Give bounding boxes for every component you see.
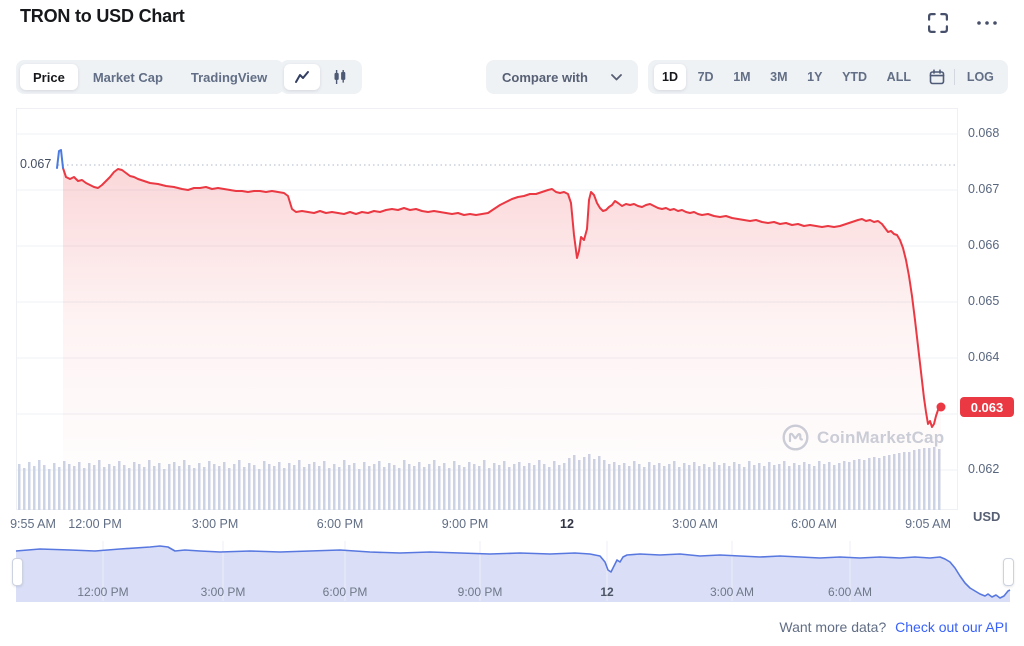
calendar-icon-button[interactable]	[923, 64, 951, 90]
more-menu-icon[interactable]	[976, 13, 1000, 33]
x-axis-label: 6:00 PM	[316, 517, 364, 531]
range-1m[interactable]: 1M	[733, 70, 751, 84]
y-axis-label: 0.068	[968, 126, 1000, 140]
navigator-axis-label: 12:00 PM	[77, 585, 129, 599]
divider	[954, 69, 956, 85]
x-axis-label: 12	[560, 517, 574, 531]
range-1d[interactable]: 1D	[654, 64, 686, 90]
range-all[interactable]: ALL	[886, 70, 911, 84]
coinmarketcap-logo-icon	[782, 424, 809, 451]
y-axis-label: 0.065	[968, 294, 1000, 308]
api-promo-text: Want more data?	[779, 619, 887, 635]
y-axis-label: 0.064	[968, 350, 1000, 364]
tab-market-cap[interactable]: Market Cap	[92, 69, 163, 85]
x-axis-label: 9:55 AM	[10, 517, 56, 531]
line-chart-icon-button[interactable]	[284, 64, 320, 90]
navigator-brush-area[interactable]	[16, 540, 1010, 602]
candlestick-chart-icon-button[interactable]	[322, 64, 358, 90]
open-price-label: 0.067	[20, 157, 52, 171]
navigator-handle-left[interactable]	[12, 558, 23, 586]
chevron-down-icon	[611, 73, 622, 80]
range-1y[interactable]: 1Y	[807, 70, 823, 84]
page-title: TRON to USD Chart	[20, 6, 185, 26]
range-7d[interactable]: 7D	[697, 70, 714, 84]
chart-type-toggle	[280, 60, 362, 94]
log-scale-button[interactable]: LOG	[966, 70, 994, 84]
currency-unit-label: USD	[973, 509, 1001, 524]
navigator-axis-label: 6:00 PM	[322, 585, 368, 599]
range-ytd[interactable]: YTD	[842, 70, 868, 84]
tab-tradingview[interactable]: TradingView	[190, 69, 268, 85]
price-chart-panel	[16, 108, 958, 510]
y-axis-label: 0.062	[968, 462, 1000, 476]
line-chart-icon	[295, 71, 309, 83]
navigator-axis-label: 3:00 AM	[709, 585, 755, 599]
last-price-badge: 0.063	[960, 397, 1014, 417]
navigator-handle-right[interactable]	[1003, 558, 1014, 586]
compare-with-label: Compare with	[502, 69, 588, 85]
api-promo: Want more data? Check out our API	[779, 619, 1008, 635]
candlestick-icon	[334, 70, 346, 84]
navigator-axis-label: 3:00 PM	[200, 585, 246, 599]
calendar-icon	[929, 69, 944, 85]
fullscreen-icon[interactable]	[928, 13, 948, 33]
y-axis-label: 0.067	[968, 182, 1000, 196]
compare-with-dropdown[interactable]: Compare with	[486, 60, 638, 94]
coinmarketcap-watermark: CoinMarketCap	[782, 424, 944, 451]
tab-price[interactable]: Price	[20, 64, 78, 90]
x-axis-label: 3:00 AM	[672, 517, 718, 531]
watermark-label: CoinMarketCap	[817, 427, 945, 447]
x-axis-label: 9:05 AM	[905, 517, 951, 531]
y-axis-label: 0.066	[968, 238, 1000, 252]
navigator-axis-label: 6:00 AM	[827, 585, 873, 599]
chart-mode-tabs: Price Market Cap TradingView	[16, 60, 285, 94]
x-axis-label: 9:00 PM	[441, 517, 489, 531]
api-link[interactable]: Check out our API	[895, 619, 1008, 635]
range-3m[interactable]: 3M	[770, 70, 788, 84]
x-axis-label: 12:00 PM	[68, 517, 122, 531]
date-range-selector: 1D 7D 1M 3M 1Y YTD ALL LOG	[648, 60, 1008, 94]
x-axis-label: 3:00 PM	[191, 517, 239, 531]
x-axis-label: 6:00 AM	[791, 517, 837, 531]
navigator-axis-label: 12	[600, 585, 614, 599]
navigator-axis-label: 9:00 PM	[457, 585, 503, 599]
